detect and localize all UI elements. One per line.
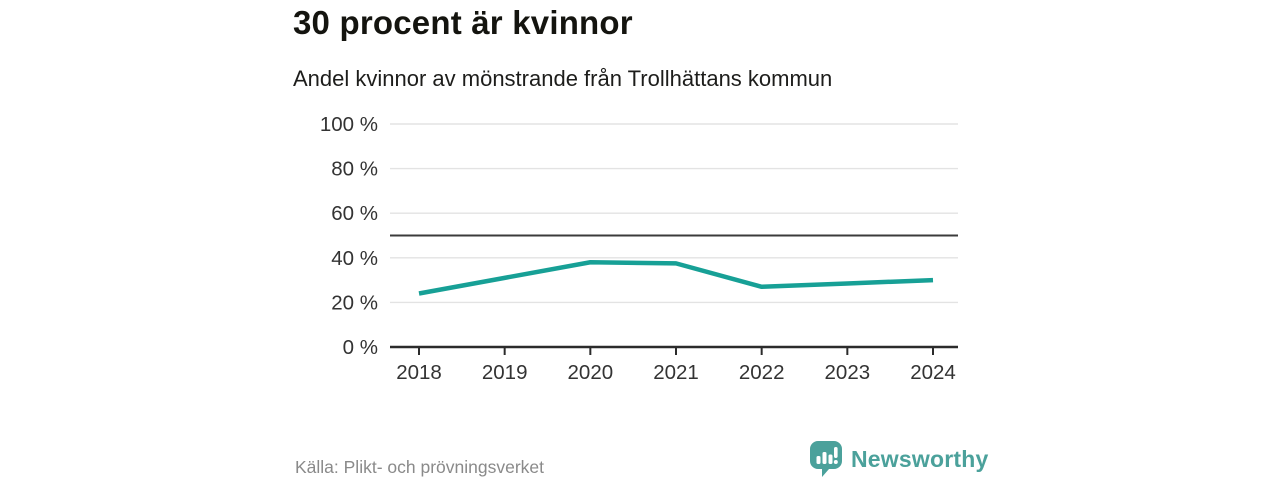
x-tick-label: 2023 — [825, 361, 871, 384]
y-tick-label: 20 % — [331, 291, 378, 314]
y-tick-label: 0 % — [343, 336, 378, 359]
newsworthy-logo-text: Newsworthy — [851, 446, 989, 472]
x-tick-label: 2020 — [568, 361, 614, 384]
y-tick-label: 40 % — [331, 247, 378, 270]
x-tick-label: 2018 — [396, 361, 442, 384]
line-chart-svg: 0 % 20 % 40 % 60 % 80 % 100 % 2018 2019 2020 2021… — [320, 113, 958, 384]
chart-header: 30 procent är kvinnor — [293, 2, 993, 44]
y-tick-label: 80 % — [331, 158, 378, 181]
source-note: Källa: Plikt- och prövningsverket — [295, 457, 544, 477]
chart-subtitle: Andel kvinnor av mönstrande från Trollhä… — [293, 66, 833, 91]
x-tick-label: 2022 — [739, 361, 785, 384]
line-chart: 0 % 20 % 40 % 60 % 80 % 100 % 2018 2019 2020 2021… — [290, 105, 970, 395]
y-tick-label: 100 % — [320, 113, 378, 136]
y-tick-label: 60 % — [331, 202, 378, 225]
x-tick-label: 2024 — [910, 361, 956, 384]
newsworthy-logo[interactable]: Newsworthy — [810, 440, 988, 477]
x-tick-label: 2019 — [482, 361, 528, 384]
newsworthy-bar-chart-bubble-icon — [810, 441, 842, 477]
x-tick-label: 2021 — [653, 361, 699, 384]
series-line — [418, 260, 934, 296]
chart-title: 30 procent är kvinnor — [293, 4, 633, 41]
